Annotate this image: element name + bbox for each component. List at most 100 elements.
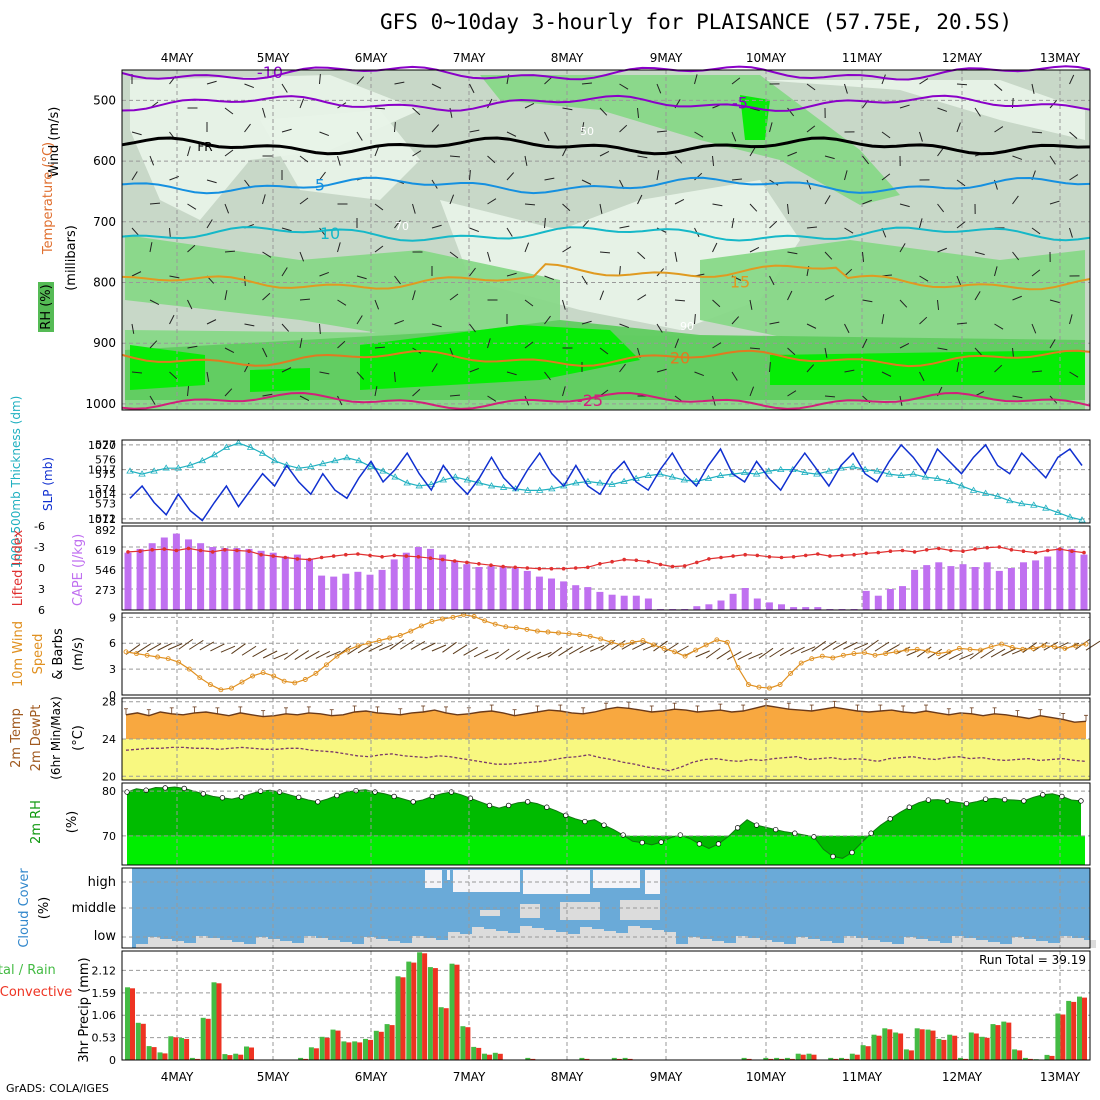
li-marker xyxy=(743,552,747,557)
wind-barb xyxy=(994,266,998,277)
wind-speed-marker xyxy=(693,647,699,653)
precip-conv-bar xyxy=(1071,1001,1077,1060)
wind-speed-marker xyxy=(218,687,224,693)
precip-conv-bar xyxy=(1060,1014,1066,1060)
wind-barb xyxy=(1031,227,1041,235)
wind-barb xyxy=(787,203,790,214)
li-marker xyxy=(428,556,433,560)
wind-barb xyxy=(281,267,288,277)
wind-barb xyxy=(769,220,778,229)
wind-speed-marker xyxy=(651,642,656,648)
wind-barb xyxy=(374,203,384,211)
wind-barb xyxy=(1069,227,1073,238)
wind-barb xyxy=(937,247,947,253)
wind-barb xyxy=(452,644,468,655)
rh-marker xyxy=(1002,796,1008,803)
cloud-low-block xyxy=(712,941,724,948)
precip-conv-bar xyxy=(908,1050,914,1060)
thickness-marker xyxy=(307,462,315,470)
wind-speed-marker xyxy=(904,647,910,653)
rh-marker xyxy=(1059,793,1065,800)
wind-barb xyxy=(487,251,491,262)
cape-bar xyxy=(741,588,749,610)
thickness-marker xyxy=(523,486,532,493)
top-date-label: 12MAY xyxy=(942,51,983,65)
cape-bar xyxy=(886,589,894,610)
wind-speed-marker xyxy=(492,621,498,627)
wind-barb xyxy=(224,203,230,214)
li-marker xyxy=(380,555,384,559)
wind-barb xyxy=(712,342,722,349)
rh-area xyxy=(127,787,1081,859)
wind-barb xyxy=(412,290,416,301)
wind-barb xyxy=(262,347,268,358)
cloud-low-block xyxy=(616,933,628,948)
precip-total-bar xyxy=(449,963,455,1060)
thickness-marker xyxy=(668,473,676,480)
wind-barb xyxy=(273,652,288,660)
cape-bar xyxy=(354,571,362,610)
wind-speed-marker xyxy=(1020,646,1026,652)
wind-barb xyxy=(787,151,797,157)
top-date-label: 8MAY xyxy=(551,51,584,65)
thickness-marker xyxy=(1066,513,1074,520)
wind-speed-marker xyxy=(788,670,794,676)
wind-barb xyxy=(169,227,171,239)
li-marker xyxy=(791,555,796,559)
wind-barb xyxy=(1069,174,1079,181)
cloud-low-block xyxy=(640,928,652,948)
thickness-marker xyxy=(596,479,604,486)
rh-contour-region xyxy=(480,75,900,205)
precip-total-bar xyxy=(525,1057,531,1060)
slp-tick-label: 1020 xyxy=(88,439,116,452)
wind-barb xyxy=(637,194,643,205)
wind-barb xyxy=(374,107,386,110)
cloud-low-block xyxy=(160,939,172,948)
cloud-middle-block xyxy=(520,904,540,918)
cape-bar xyxy=(584,587,592,610)
wind-barb xyxy=(524,242,530,253)
thickness-marker xyxy=(572,479,580,486)
li-tick-label: 3 xyxy=(38,583,45,596)
li-marker xyxy=(186,546,191,551)
cloud-low-block xyxy=(988,942,1000,948)
wind-barb xyxy=(319,323,321,335)
wind-speed-marker xyxy=(819,653,825,659)
li-axis-label: Lifted Index xyxy=(11,529,26,606)
cape-bar xyxy=(197,543,205,610)
thickness-tick-label: 574 xyxy=(95,483,116,496)
wind-barb xyxy=(974,251,985,256)
cloud-low-block xyxy=(604,931,616,948)
wind-speed-marker xyxy=(165,656,171,662)
wind-barb xyxy=(244,123,251,133)
wind-barb xyxy=(449,155,461,158)
wind-speed-marker xyxy=(144,652,150,658)
wind-speed-line xyxy=(125,614,1087,691)
wind-barb xyxy=(356,275,367,280)
precip-axis-label-3: 3hr Precip (mm) xyxy=(77,957,92,1062)
thickness-marker xyxy=(174,464,182,471)
precip-conv-bar xyxy=(627,1058,633,1060)
wind-barb xyxy=(178,638,194,650)
wind-speed-marker xyxy=(1041,643,1047,649)
precip-total-bar xyxy=(363,1038,368,1060)
wind-barb xyxy=(305,650,320,660)
cloud-low-block xyxy=(964,938,976,948)
wind-barb xyxy=(244,83,255,89)
rh-marker xyxy=(658,839,664,845)
thickness-marker xyxy=(126,467,134,474)
wind-barb xyxy=(281,227,292,232)
wind-barb xyxy=(969,648,985,660)
wind-barb xyxy=(149,395,156,405)
thickness-marker xyxy=(825,467,833,474)
cloud-low-block xyxy=(448,932,460,948)
rh-marker xyxy=(753,822,760,828)
cloud-high-block xyxy=(447,870,450,880)
wind-barb xyxy=(568,645,584,655)
rh-tick-label: 70 xyxy=(102,830,116,843)
wind-barb xyxy=(412,388,421,397)
wind-barb xyxy=(374,146,380,157)
wind-barb xyxy=(299,98,305,109)
wind-speed-marker xyxy=(292,680,298,686)
